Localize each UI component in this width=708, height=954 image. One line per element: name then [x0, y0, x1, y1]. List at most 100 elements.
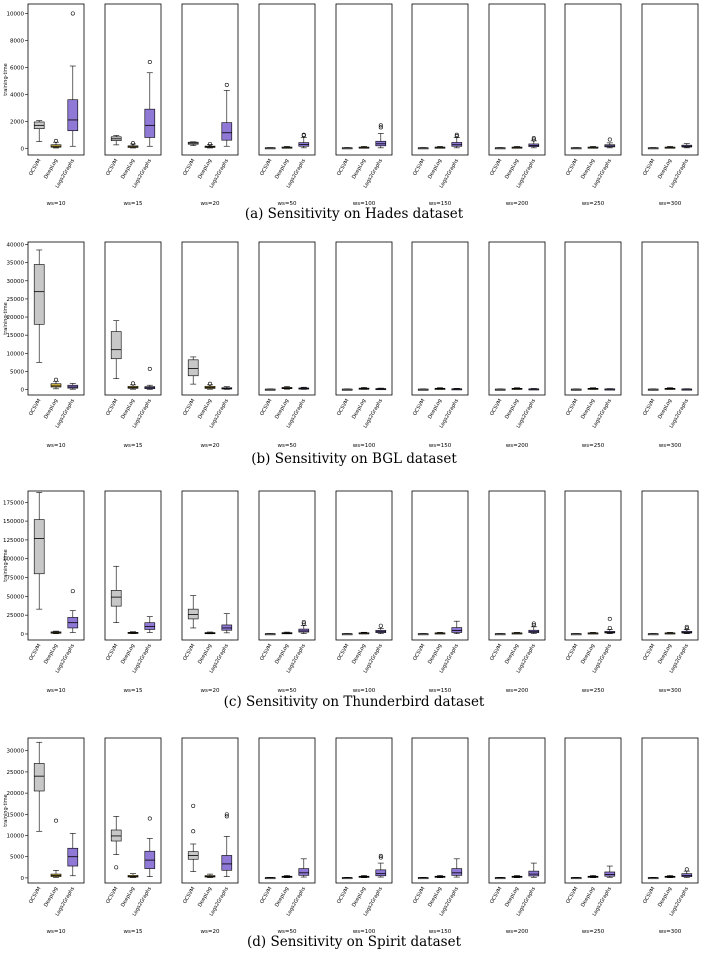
- outlier-point: [53, 377, 58, 382]
- category-label: DeepLog: [504, 886, 520, 908]
- outlier-point: [208, 141, 213, 146]
- y-tick-label: 175000: [3, 500, 24, 506]
- panel-frame: [564, 241, 622, 396]
- y-tick-label: 20000: [7, 315, 25, 321]
- box-logs2graphs: [67, 847, 79, 867]
- y-tick-label: 15000: [7, 812, 25, 818]
- outlier-point: [684, 626, 689, 631]
- y-tick-label: 40000: [7, 243, 25, 249]
- y-tick-label: 0: [21, 146, 25, 152]
- category-label: DeepLog: [580, 643, 596, 665]
- panel-frame: [488, 737, 546, 884]
- category-label: OCSVM: [489, 158, 503, 177]
- outlier-point: [531, 621, 536, 626]
- y-tick-label: 75000: [7, 576, 25, 582]
- panel-frame: [258, 737, 316, 884]
- y-tick-label: 15000: [7, 333, 25, 339]
- panel-label: ws=200: [506, 929, 529, 935]
- panel-frame: [488, 3, 546, 156]
- outlier-point: [378, 855, 383, 860]
- category-label: DeepLog: [504, 398, 520, 420]
- category-label: DeepLog: [197, 643, 213, 665]
- category-label: OCSVM: [412, 398, 426, 417]
- y-tick-label: 0: [21, 388, 25, 394]
- panel-frame: [641, 241, 699, 396]
- outlier-point: [53, 138, 58, 143]
- panel-frame: [564, 737, 622, 884]
- box-ocsvm: [33, 264, 45, 325]
- y-tick-label: 10000: [7, 834, 25, 840]
- box-logs2graphs: [451, 868, 463, 876]
- panel-frame: [258, 241, 316, 396]
- panel-label: ws=10: [47, 929, 66, 935]
- y-axis-label: training-time: [3, 63, 9, 95]
- category-label: DeepLog: [274, 398, 290, 420]
- category-label: DeepLog: [197, 886, 213, 908]
- panel-label: ws=20: [201, 443, 220, 449]
- category-label: OCSVM: [489, 886, 503, 905]
- outlier-point: [531, 136, 536, 141]
- y-axis-label: training-time: [3, 794, 9, 826]
- panel-label: ws=300: [659, 688, 682, 694]
- panel-label: ws=250: [582, 201, 605, 207]
- outlier-point: [147, 59, 152, 64]
- y-tick-label: 20000: [7, 791, 25, 797]
- panel-frame: [27, 737, 85, 884]
- panel-label: ws=250: [582, 929, 605, 935]
- outlier-point: [208, 381, 213, 386]
- panel-label: ws=50: [278, 929, 297, 935]
- panel-frame: [564, 3, 622, 156]
- panel-frame: [641, 737, 699, 884]
- box-ocsvm: [187, 359, 199, 377]
- panel-frame: [488, 490, 546, 641]
- y-tick-label: 0: [21, 632, 25, 638]
- box-logs2graphs: [298, 868, 310, 876]
- category-label: OCSVM: [336, 886, 350, 905]
- y-tick-label: 25000: [7, 613, 25, 619]
- outlier-point: [70, 589, 75, 594]
- panel-label: ws=100: [353, 201, 376, 207]
- category-label: OCSVM: [336, 158, 350, 177]
- y-tick-label: 2000: [10, 119, 24, 125]
- panel-frame: [488, 241, 546, 396]
- y-tick-label: 10000: [7, 351, 25, 357]
- y-tick-label: 25000: [7, 297, 25, 303]
- category-label: OCSVM: [642, 643, 656, 662]
- category-label: OCSVM: [642, 886, 656, 905]
- panel-label: ws=200: [506, 201, 529, 207]
- y-tick-label: 25000: [7, 770, 25, 776]
- category-label: DeepLog: [504, 643, 520, 665]
- panel-label: ws=150: [429, 688, 452, 694]
- panel-label: ws=15: [124, 929, 143, 935]
- chart-2: training-time 0 25000 50000 75000 100000 12500…: [3, 490, 699, 710]
- panel-label: ws=100: [353, 443, 376, 449]
- outlier-point: [224, 82, 229, 87]
- box-ocsvm: [110, 829, 122, 842]
- outlier-point: [607, 616, 612, 621]
- panel-frame: [258, 490, 316, 641]
- category-label: DeepLog: [43, 158, 59, 180]
- outlier-point: [131, 141, 136, 146]
- outlier-point: [301, 621, 306, 626]
- outlier-point: [378, 853, 383, 858]
- category-label: OCSVM: [105, 398, 119, 417]
- panel-frame: [104, 737, 162, 884]
- category-label: OCSVM: [105, 886, 119, 905]
- panel-frame: [335, 737, 393, 884]
- category-label: OCSVM: [336, 643, 350, 662]
- category-label: OCSVM: [28, 886, 42, 905]
- category-label: DeepLog: [580, 398, 596, 420]
- box-logs2graphs: [144, 108, 156, 138]
- panel-label: ws=300: [659, 929, 682, 935]
